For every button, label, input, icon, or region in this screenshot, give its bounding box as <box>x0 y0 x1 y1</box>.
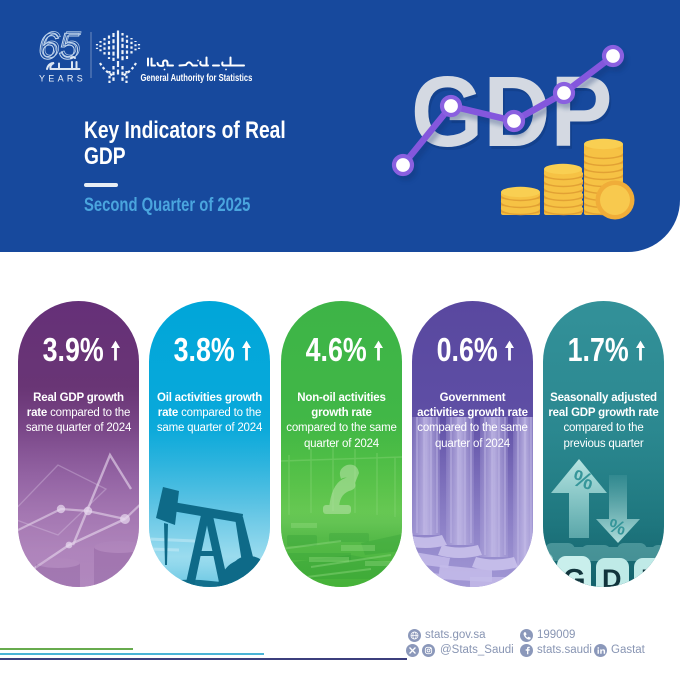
svg-text:D: D <box>602 564 622 587</box>
svg-text:G: G <box>563 564 586 587</box>
svg-text:P: P <box>641 564 659 587</box>
svg-text:%: % <box>606 515 628 540</box>
svg-text:General Authority for Statisti: General Authority for Statistics <box>141 72 253 83</box>
svg-text:65: 65 <box>38 26 80 67</box>
svg-text:65: 65 <box>40 25 82 66</box>
svg-text:YEARS: YEARS <box>39 74 86 84</box>
